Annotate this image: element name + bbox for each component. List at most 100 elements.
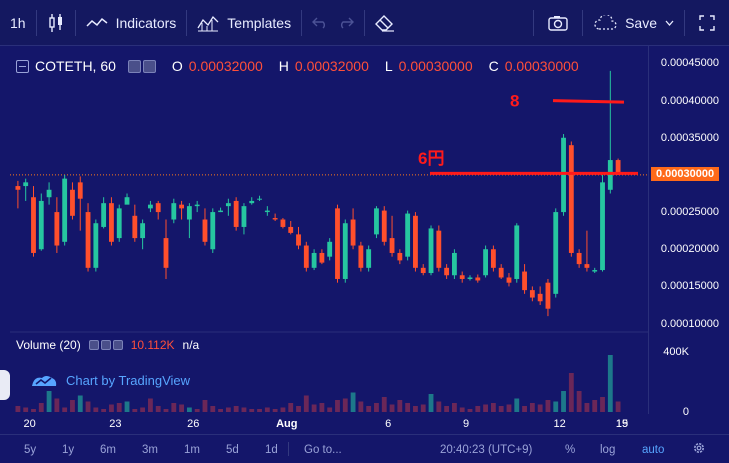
volume-bar [444, 406, 450, 412]
clear-drawings-button[interactable] [365, 0, 405, 45]
chart-type-button[interactable] [37, 0, 75, 45]
time-tick: 12 [553, 418, 566, 430]
volume-bar [420, 404, 426, 412]
candle-body [163, 238, 169, 268]
redo-button[interactable] [338, 0, 364, 45]
snapshot-button[interactable] [534, 0, 582, 46]
range-1y[interactable]: 1y [62, 444, 75, 456]
candle-body [218, 210, 223, 213]
candle-body [592, 270, 598, 272]
volume-bar [132, 409, 138, 412]
volume-value: 10.112K [130, 338, 175, 352]
time-axis[interactable]: 20 23 26 Aug 6 9 12 15 19 [0, 414, 648, 434]
volume-bar [584, 403, 590, 412]
time-tick: 26 [187, 418, 200, 430]
indicators-button[interactable]: Indicators [76, 0, 187, 45]
candle-body [186, 206, 192, 220]
volume-visibility-icon[interactable] [88, 340, 99, 350]
volume-bar [389, 404, 395, 412]
goto-button[interactable]: Go to... [304, 444, 342, 456]
candle-body [303, 245, 309, 268]
volume-bar [615, 401, 621, 412]
volume-bar [381, 397, 387, 412]
volume-bar [327, 407, 333, 412]
percent-toggle[interactable]: % [565, 444, 576, 456]
time-tick: 9 [463, 418, 470, 430]
log-toggle[interactable]: log [600, 444, 616, 456]
range-1d[interactable]: 1d [265, 444, 278, 456]
candle-body [280, 219, 286, 227]
undo-button[interactable] [302, 0, 338, 45]
range-3m[interactable]: 3m [142, 444, 158, 456]
candle-body [506, 277, 512, 283]
volume-bar [498, 406, 504, 412]
watermark-text: Chart by TradingView [66, 372, 191, 388]
candle-body [451, 252, 457, 276]
volume-bar [600, 397, 605, 412]
save-button[interactable]: Save [583, 0, 684, 46]
fullscreen-button[interactable] [685, 0, 729, 46]
volume-bar [264, 407, 270, 412]
candle-body [381, 210, 387, 242]
visibility-icon[interactable] [127, 59, 141, 73]
settings-icon[interactable] [142, 59, 156, 73]
settings-gear-icon[interactable] [692, 441, 706, 455]
volume-settings-icon[interactable] [100, 340, 111, 350]
candle-body [584, 264, 590, 268]
candle-body [85, 212, 91, 268]
toolbar-divider [582, 10, 584, 36]
volume-bar [194, 409, 200, 412]
volume-bar [467, 409, 473, 412]
time-tick: 19 [615, 418, 629, 430]
toolbar-divider [35, 9, 37, 36]
collapse-legend-icon[interactable] [16, 59, 29, 73]
range-6m[interactable]: 6m [100, 444, 116, 456]
candle-body [171, 203, 177, 220]
toolbar-divider [364, 9, 366, 36]
candle-body [194, 204, 200, 207]
volume-bar [568, 373, 574, 412]
clock[interactable]: 20:40:23 (UTC+9) [440, 444, 533, 456]
indicators-icon [86, 17, 108, 27]
candle-body [545, 282, 551, 309]
templates-button[interactable]: Templates [187, 0, 301, 45]
bottom-divider [288, 442, 289, 456]
candle-body [428, 228, 434, 274]
volume-bar [428, 394, 434, 412]
candle-body [529, 290, 535, 298]
tradingview-watermark[interactable]: Chart by TradingView [30, 372, 190, 388]
volume-bar [288, 403, 294, 412]
candle-body [514, 225, 520, 279]
range-1m[interactable]: 1m [184, 444, 200, 456]
volume-na: n/a [182, 338, 200, 352]
candle-body [46, 189, 52, 198]
price-chart[interactable]: 8 6円 [10, 46, 648, 414]
volume-bar [93, 407, 99, 412]
range-5d[interactable]: 5d [226, 444, 239, 456]
volume-close-icon[interactable] [112, 340, 123, 350]
candle-body [374, 208, 379, 235]
interval-button[interactable]: 1h [0, 0, 36, 45]
volume-bar [54, 398, 60, 412]
price-axis[interactable]: 0.00045000 0.00040000 0.00035000 0.00030000… [648, 46, 729, 418]
volume-bar [592, 400, 598, 412]
volume-bar [561, 391, 566, 412]
price-tick: 0.00010000 [660, 317, 719, 330]
candle-body [327, 241, 333, 257]
auto-toggle[interactable]: auto [642, 444, 665, 456]
volume-bar [202, 400, 208, 412]
range-5y[interactable]: 5y [24, 444, 37, 456]
candle-body [124, 197, 130, 205]
cloud-icon [594, 15, 617, 30]
candle-body [444, 267, 450, 276]
time-tick: 6 [385, 418, 392, 430]
volume-bar [490, 403, 496, 412]
candle-body [210, 212, 216, 250]
volume-bar [319, 403, 325, 412]
volume-bar [545, 400, 551, 412]
candle-body [202, 219, 208, 242]
annotation-label-8: 8 [510, 92, 519, 111]
close-value: 0.00030000 [504, 58, 579, 74]
drawing-toolbar-toggle[interactable] [0, 370, 10, 400]
